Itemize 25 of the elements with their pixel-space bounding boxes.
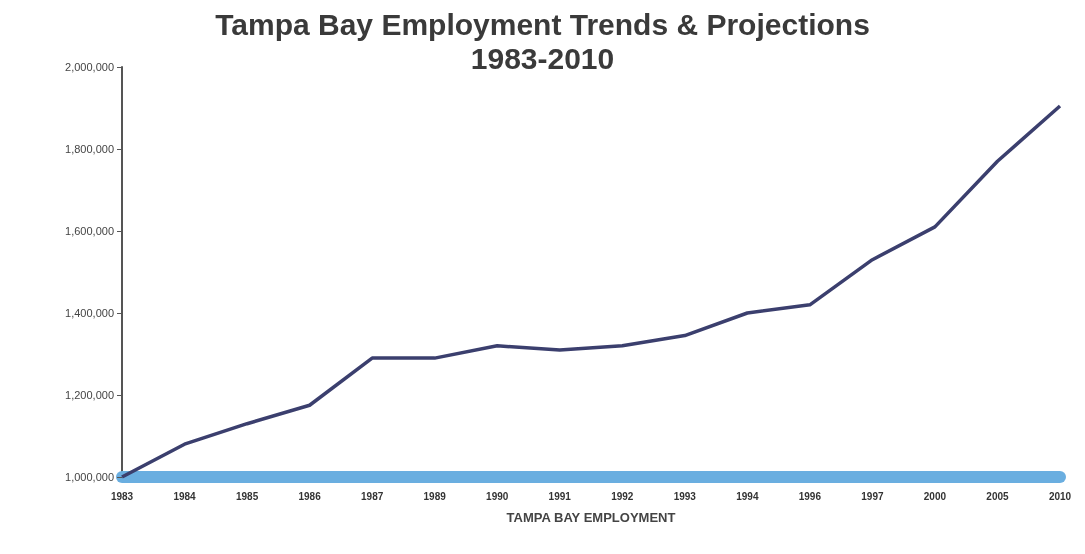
- y-tick-label: 1,800,000: [65, 143, 114, 155]
- x-tick-label: 1987: [361, 490, 384, 502]
- x-axis-title: TAMPA BAY EMPLOYMENT: [506, 510, 676, 525]
- line-series: [120, 104, 1062, 479]
- y-tick-label: 2,000,000: [65, 61, 114, 73]
- x-tick-label: 1986: [298, 490, 322, 502]
- x-tick-label: 1990: [486, 490, 509, 502]
- x-tick-label: 1997: [861, 490, 884, 502]
- x-tick-label: 1984: [173, 490, 197, 502]
- x-tick-label: 1985: [235, 490, 259, 502]
- y-tick-label: 1,600,000: [65, 225, 114, 237]
- x-tick-label: 1993: [673, 490, 697, 502]
- y-tick-label: 1,000,000: [65, 471, 114, 483]
- x-tick-label: 1989: [423, 490, 447, 502]
- x-tick-label: 2010: [1048, 490, 1072, 502]
- y-tick-label: 1,200,000: [65, 389, 114, 401]
- x-tick-label: 1991: [548, 490, 572, 502]
- x-tick-label: 2000: [923, 490, 947, 502]
- y-tick-label: 1,400,000: [65, 307, 114, 319]
- x-tick-label: 1994: [736, 490, 759, 502]
- x-tick-label: 1983: [110, 490, 134, 502]
- chart-title: Tampa Bay Employment Trends & Projections 1983-2010: [215, 7, 870, 75]
- x-tick-label: 1996: [798, 490, 822, 502]
- x-tick-label: 2005: [986, 490, 1010, 502]
- x-tick-label: 1992: [611, 490, 634, 502]
